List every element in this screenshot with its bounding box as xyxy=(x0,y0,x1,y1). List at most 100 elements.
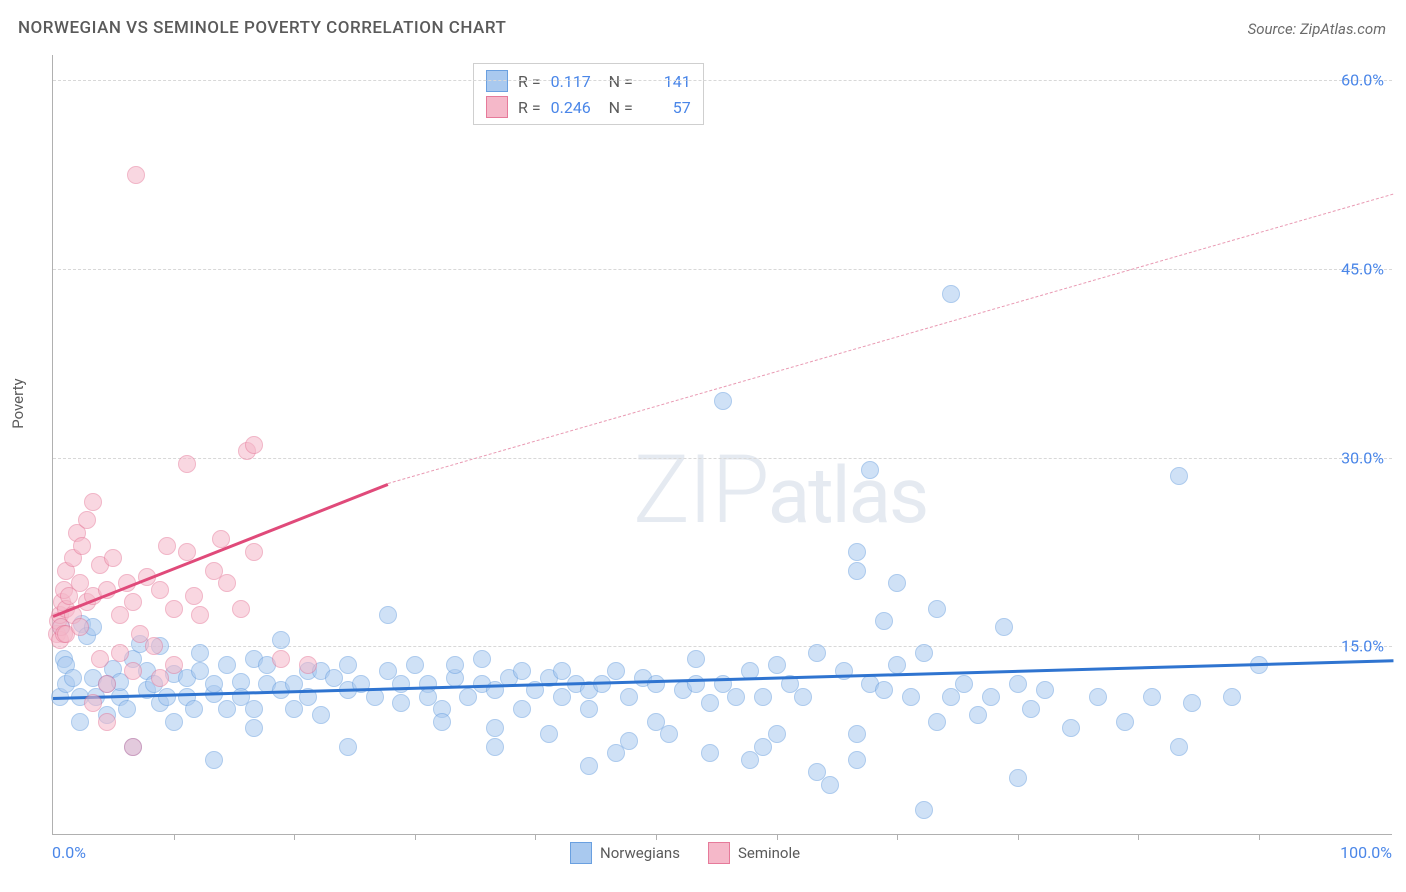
data-point xyxy=(513,662,531,680)
source-credit: Source: ZipAtlas.com xyxy=(1248,20,1386,38)
data-point xyxy=(1223,688,1241,706)
data-point xyxy=(928,600,946,618)
trend-line xyxy=(388,193,1393,483)
legend-correlation-row: R =0.246N =57 xyxy=(486,94,691,120)
data-point xyxy=(218,656,236,674)
data-point xyxy=(78,511,96,529)
data-point xyxy=(768,656,786,674)
trend-line xyxy=(52,483,388,618)
data-point xyxy=(888,574,906,592)
x-tick xyxy=(656,834,657,840)
data-point xyxy=(127,166,145,184)
x-tick xyxy=(777,834,778,840)
data-point xyxy=(647,675,665,693)
gridline xyxy=(53,458,1392,459)
data-point xyxy=(245,700,263,718)
data-point xyxy=(915,644,933,662)
data-point xyxy=(794,688,812,706)
x-tick xyxy=(535,834,536,840)
legend-correlation-box: R =0.117N =141R =0.246N =57 xyxy=(473,63,704,125)
data-point xyxy=(1062,719,1080,737)
data-point xyxy=(165,713,183,731)
data-point xyxy=(299,656,317,674)
data-point xyxy=(84,493,102,511)
data-point xyxy=(339,656,357,674)
data-point xyxy=(64,669,82,687)
data-point xyxy=(124,593,142,611)
data-point xyxy=(1009,769,1027,787)
data-point xyxy=(158,537,176,555)
legend-n-value: 57 xyxy=(643,98,691,117)
data-point xyxy=(1089,688,1107,706)
data-point xyxy=(969,706,987,724)
data-point xyxy=(272,631,290,649)
x-axis-max-label: 100.0% xyxy=(1340,843,1392,862)
legend-swatch xyxy=(708,842,730,864)
data-point xyxy=(1009,675,1027,693)
data-point xyxy=(245,543,263,561)
data-point xyxy=(915,801,933,819)
data-point xyxy=(620,732,638,750)
data-point xyxy=(392,694,410,712)
data-point xyxy=(71,618,89,636)
data-point xyxy=(178,455,196,473)
data-point xyxy=(848,725,866,743)
y-tick-label: 45.0% xyxy=(1341,259,1384,278)
data-point xyxy=(486,719,504,737)
data-point xyxy=(272,650,290,668)
data-point xyxy=(205,751,223,769)
data-point xyxy=(446,656,464,674)
data-point xyxy=(232,600,250,618)
data-point xyxy=(727,688,745,706)
data-point xyxy=(754,688,772,706)
legend-swatch xyxy=(486,96,508,118)
data-point xyxy=(701,694,719,712)
data-point xyxy=(1183,694,1201,712)
y-tick-label: 60.0% xyxy=(1341,71,1384,90)
data-point xyxy=(379,606,397,624)
legend-series-item: Seminole xyxy=(708,842,800,864)
data-point xyxy=(185,700,203,718)
x-tick xyxy=(174,834,175,840)
data-point xyxy=(580,757,598,775)
x-tick xyxy=(1138,834,1139,840)
data-point xyxy=(808,644,826,662)
data-point xyxy=(928,713,946,731)
data-point xyxy=(98,713,116,731)
data-point xyxy=(145,637,163,655)
data-point xyxy=(185,587,203,605)
data-point xyxy=(124,738,142,756)
data-point xyxy=(955,675,973,693)
legend-series-label: Seminole xyxy=(738,844,800,862)
data-point xyxy=(848,562,866,580)
data-point xyxy=(165,656,183,674)
gridline xyxy=(53,269,1392,270)
data-point xyxy=(486,738,504,756)
data-point xyxy=(312,706,330,724)
data-point xyxy=(111,644,129,662)
data-point xyxy=(165,600,183,618)
x-tick xyxy=(415,834,416,840)
data-point xyxy=(620,688,638,706)
data-point xyxy=(1170,467,1188,485)
data-point xyxy=(245,436,263,454)
chart-title: NORWEGIAN VS SEMINOLE POVERTY CORRELATIO… xyxy=(18,18,506,38)
legend-series-label: Norwegians xyxy=(600,844,680,862)
legend-series-item: Norwegians xyxy=(570,842,680,864)
data-point xyxy=(848,543,866,561)
gridline xyxy=(53,646,1392,647)
data-point xyxy=(701,744,719,762)
legend-n-label: N = xyxy=(609,98,633,117)
x-tick xyxy=(1259,834,1260,840)
data-point xyxy=(339,738,357,756)
data-point xyxy=(768,725,786,743)
scatter-plot-area: ZIPatlas R =0.117N =141R =0.246N =57 15.… xyxy=(52,55,1392,835)
legend-swatch xyxy=(570,842,592,864)
data-point xyxy=(660,725,678,743)
data-point xyxy=(124,662,142,680)
data-point xyxy=(888,656,906,674)
x-tick xyxy=(1018,834,1019,840)
x-axis-min-label: 0.0% xyxy=(52,843,86,862)
data-point xyxy=(607,662,625,680)
data-point xyxy=(104,549,122,567)
